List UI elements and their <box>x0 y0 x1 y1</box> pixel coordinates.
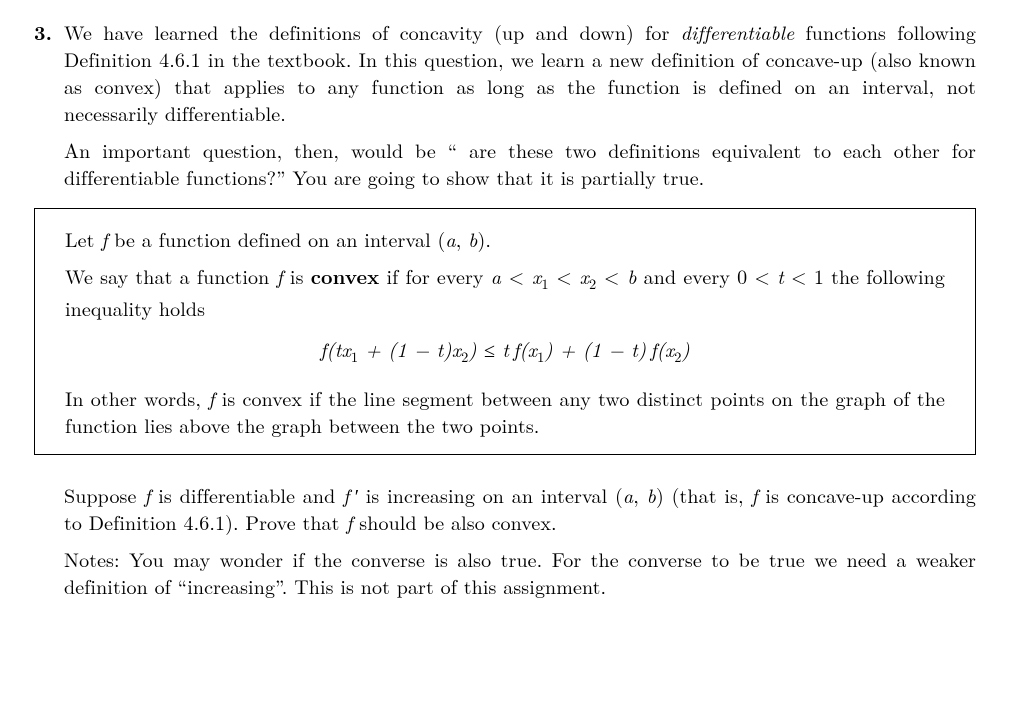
task-paragraph-2: Notes: You may wonder if the converse is… <box>64 545 976 599</box>
math-fprime: f ′ <box>343 480 358 509</box>
italic-word: differentiable <box>681 17 795 46</box>
text: if for every <box>379 261 490 290</box>
text: (that is, <box>664 480 752 509</box>
text: and every <box>637 261 738 290</box>
intro-paragraph-1: We have learned the definitions of conca… <box>64 18 976 126</box>
def-line-1: Let f be a function defined on an interv… <box>65 225 945 252</box>
task-paragraph-1: Suppose f is differentiable and f ′ is i… <box>64 481 976 535</box>
text: Suppose <box>64 480 144 509</box>
page-root: 3. We have learned the definitions of co… <box>0 0 1010 619</box>
problem-item: 3. We have learned the definitions of co… <box>34 18 976 599</box>
text: Let <box>65 224 101 253</box>
def-line-3: In other words, f is convex if the line … <box>65 384 945 438</box>
bold-convex: convex <box>311 261 380 290</box>
text: is increasing on an interval <box>358 480 615 509</box>
text: should be also convex. <box>353 507 557 536</box>
def-line-2: We say that a function f is convex if fo… <box>65 262 945 321</box>
definition-box: Let f be a function defined on an interv… <box>34 208 976 455</box>
text: . <box>485 224 491 253</box>
intro-paragraph-2: An important question, then, would be “ … <box>64 136 976 190</box>
text: is differentiable and <box>151 480 344 509</box>
problem-number: 3. <box>34 18 64 45</box>
text: We have learned the definitions of conca… <box>64 17 681 46</box>
math-trange: 0 < t < 1 <box>737 261 824 290</box>
problem-body: We have learned the definitions of conca… <box>64 18 976 599</box>
text: In other words, <box>65 383 208 412</box>
text: be a function defined on an interval <box>107 224 437 253</box>
math-interval: (a, b) <box>437 224 485 253</box>
text: is <box>283 261 311 290</box>
math-interval: (a, b) <box>615 480 664 509</box>
def-formula: f(tx1 + (1 − t)x2) ≤ t f(x1) + (1 − t) f… <box>65 335 945 367</box>
text: We say that a function <box>65 261 277 290</box>
math-ineq: a < x1 < x2 < b <box>491 261 637 290</box>
